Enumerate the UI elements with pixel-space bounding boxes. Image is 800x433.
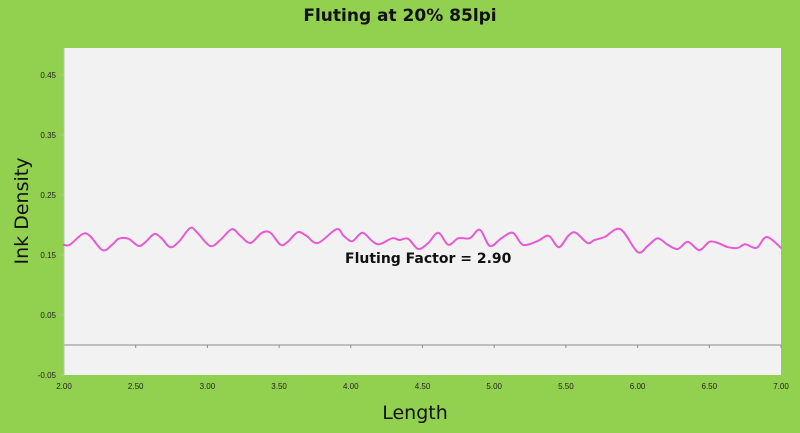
x-tick-label: 5.00 — [486, 382, 502, 391]
x-tick-label: 7.00 — [773, 382, 789, 391]
x-axis-label: Length — [382, 402, 448, 424]
x-tick-label: 2.50 — [128, 382, 144, 391]
y-tick-label: -0.05 — [38, 371, 57, 380]
chart-title: Fluting at 20% 85lpi — [303, 6, 497, 26]
y-tick-label: 0.15 — [40, 251, 56, 260]
y-tick-label: 0.05 — [40, 311, 56, 320]
x-tick-label: 3.50 — [271, 382, 287, 391]
x-tick-label: 5.50 — [558, 382, 574, 391]
x-tick-label: 6.00 — [630, 382, 646, 391]
y-axis-ticks: -0.05 0.05 0.15 0.25 0.35 0.45 — [38, 71, 64, 380]
fluting-factor-annotation: Fluting Factor = 2.90 — [345, 251, 512, 267]
plot-area — [64, 48, 781, 375]
x-tick-label: 6.50 — [702, 382, 718, 391]
y-tick-label: 0.45 — [40, 71, 56, 80]
x-tick-label: 4.50 — [415, 382, 431, 391]
y-tick-label: 0.25 — [40, 191, 56, 200]
ink-density-line — [63, 226, 782, 254]
x-tick-label: 4.00 — [343, 382, 359, 391]
x-tick-label: 3.00 — [200, 382, 216, 391]
y-tick-label: 0.35 — [40, 131, 56, 140]
x-tick-label: 2.00 — [56, 382, 72, 391]
